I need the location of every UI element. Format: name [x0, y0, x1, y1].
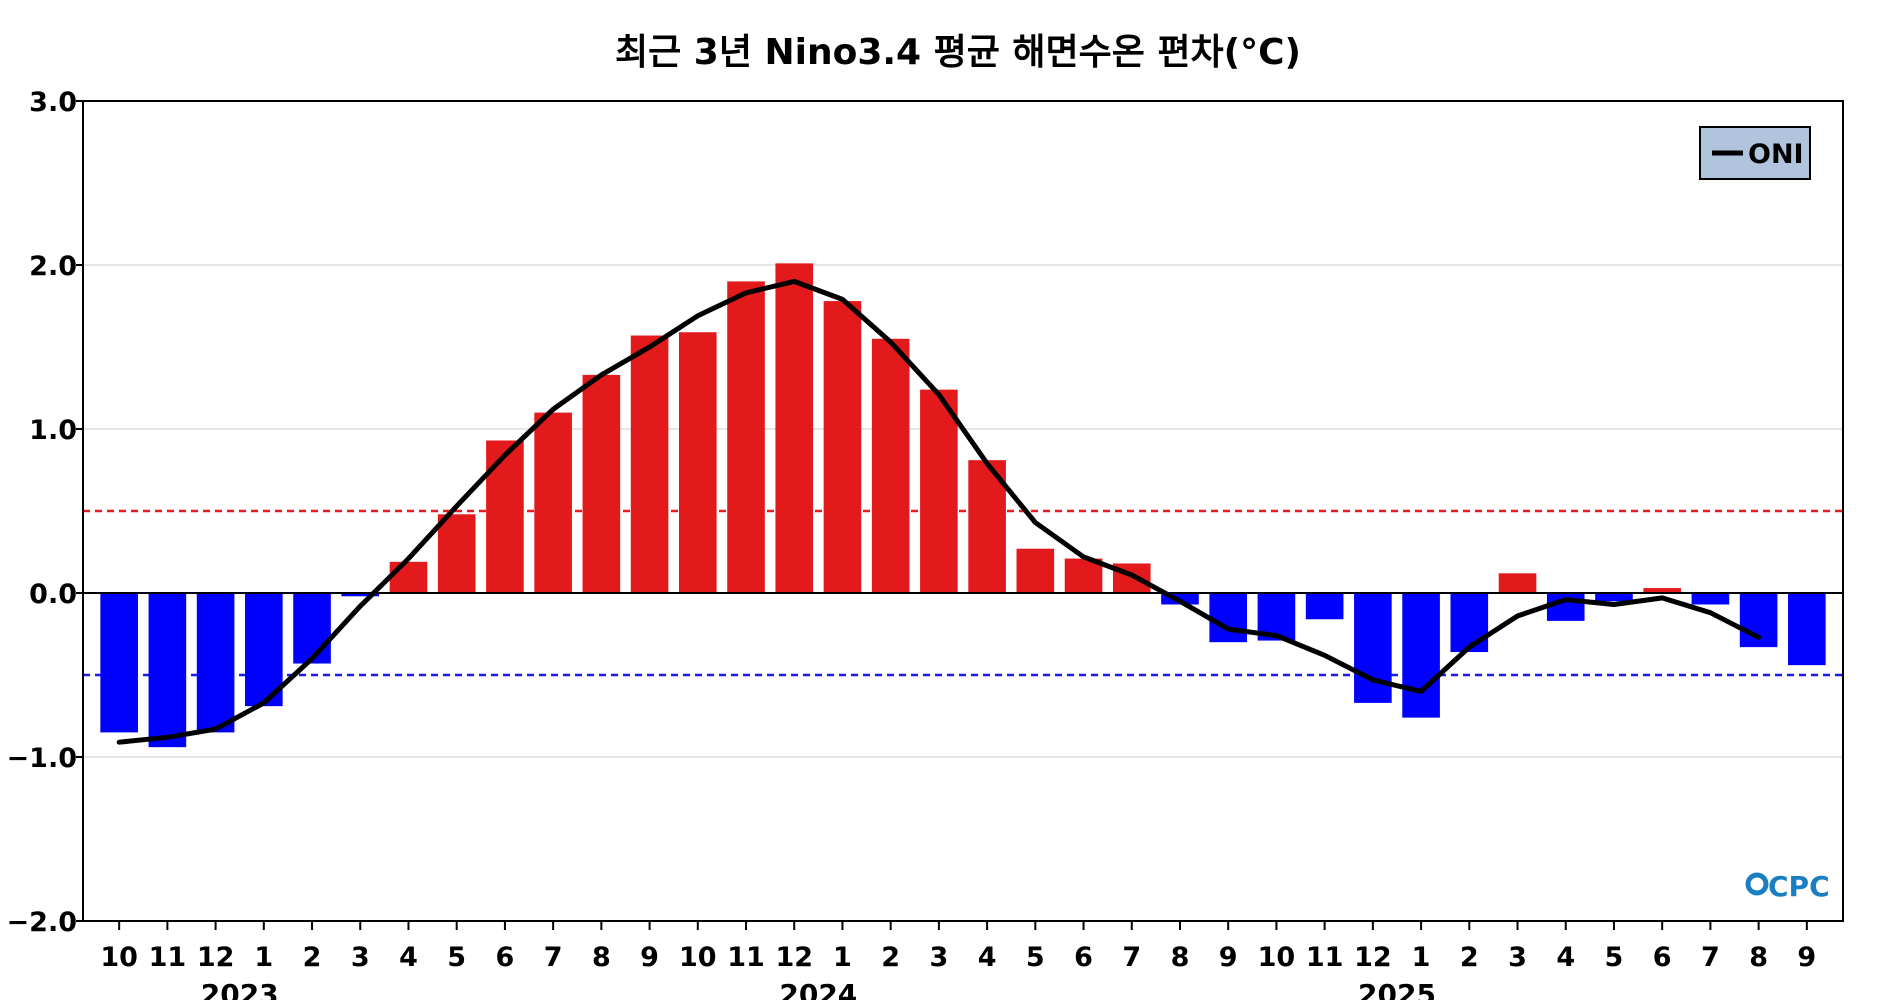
chart-title: 최근 3년 Nino3.4 평균 해면수온 편차(°C): [615, 32, 1301, 73]
year-label: 2025: [1358, 978, 1436, 1000]
anomaly-bar: [1402, 593, 1440, 718]
anomaly-bar: [775, 263, 814, 593]
cpc-logo-icon: CPC: [1745, 870, 1830, 903]
x-tick-label: 9: [640, 942, 659, 973]
anomaly-bar: [389, 561, 428, 593]
x-tick-label: 12: [197, 942, 235, 973]
legend: ONI: [1699, 126, 1811, 180]
anomaly-bar: [920, 389, 958, 593]
x-tick-label: 3: [1508, 942, 1527, 973]
anomaly-bar: [1064, 558, 1103, 593]
x-tick-label: 11: [149, 942, 187, 973]
legend-label-oni: ONI: [1748, 139, 1804, 170]
anomaly-bar: [341, 593, 380, 597]
x-tick-label: 5: [1605, 942, 1624, 973]
anomaly-bar: [1643, 588, 1681, 593]
anomaly-bar: [148, 593, 187, 748]
anomaly-bar: [1691, 593, 1730, 605]
x-tick-label: 3: [929, 942, 948, 973]
anomaly-bar: [1498, 573, 1537, 593]
oni-line: [116, 278, 1762, 745]
year-label: 2024: [779, 978, 857, 1000]
anomaly-bar: [245, 593, 283, 707]
anomaly-bar: [630, 335, 669, 593]
x-tick-label: 7: [544, 942, 563, 973]
anomaly-bar: [1450, 593, 1489, 653]
year-labels: 2023 2024 2025: [201, 978, 1436, 1000]
x-tick-label: 12: [775, 942, 813, 973]
anomaly-bars: [100, 263, 1826, 748]
threshold-lines: [83, 509, 1843, 677]
x-tick-label: 10: [100, 942, 138, 973]
x-tick-label: 6: [1074, 942, 1093, 973]
y-tick-label: 2.0: [29, 251, 77, 282]
x-axis: 10 11 12 1 2 3 4 5 6 7 8 9 10 11 12 1 2 3 4 5 6 7 8 9 10 11 12 1 2 3 4…: [100, 921, 1816, 973]
y-axis: −2.0 −1.0 0.0 1.0 2.0 3.0: [7, 87, 83, 938]
plot-frame: [82, 100, 1844, 922]
x-tick-label: 8: [592, 942, 611, 973]
x-tick-label: 8: [1171, 942, 1190, 973]
anomaly-bar: [678, 332, 717, 593]
logo-text: CPC: [1768, 870, 1830, 903]
x-tick-label: 12: [1354, 942, 1392, 973]
anomaly-bar: [437, 514, 476, 593]
y-tick-label: −2.0: [7, 907, 77, 938]
x-tick-label: 5: [447, 942, 466, 973]
x-tick-label: 4: [978, 942, 997, 973]
anomaly-bar: [1595, 593, 1633, 602]
x-tick-label: 4: [399, 942, 418, 973]
anomaly-bar: [871, 338, 910, 593]
x-tick-label: 3: [351, 942, 370, 973]
y-tick-label: 0.0: [29, 579, 77, 610]
x-tick-label: 11: [1306, 942, 1344, 973]
x-tick-label: 7: [1701, 942, 1720, 973]
x-tick-label: 7: [1122, 942, 1141, 973]
x-tick-label: 9: [1797, 942, 1816, 973]
x-tick-label: 2: [303, 942, 322, 973]
y-tick-label: 3.0: [29, 87, 77, 118]
x-tick-label: 10: [679, 942, 717, 973]
anomaly-bar: [1788, 593, 1826, 666]
x-tick-label: 4: [1556, 942, 1575, 973]
anomaly-bar: [1209, 593, 1248, 643]
x-tick-label: 2: [881, 942, 900, 973]
year-label: 2023: [201, 978, 279, 1000]
y-tick-label: −1.0: [7, 743, 77, 774]
x-tick-label: 6: [496, 942, 515, 973]
anomaly-bar: [196, 593, 235, 733]
anomaly-bar: [823, 301, 862, 593]
x-tick-label: 11: [727, 942, 765, 973]
x-tick-label: 1: [254, 942, 273, 973]
x-tick-label: 10: [1258, 942, 1296, 973]
x-tick-label: 1: [1412, 942, 1431, 973]
x-tick-label: 8: [1749, 942, 1768, 973]
anomaly-bar: [582, 374, 621, 593]
anomaly-bar: [486, 440, 524, 593]
anomaly-bar: [534, 412, 572, 593]
anomaly-bar: [1354, 593, 1392, 703]
x-tick-label: 2: [1460, 942, 1479, 973]
anomaly-bar: [727, 281, 765, 593]
anomaly-bar: [1305, 593, 1344, 620]
anomaly-bar: [1016, 548, 1055, 593]
x-tick-label: 9: [1219, 942, 1238, 973]
y-tick-label: 1.0: [29, 415, 77, 446]
x-tick-label: 5: [1026, 942, 1045, 973]
x-tick-label: 1: [833, 942, 852, 973]
anomaly-bar: [100, 593, 138, 733]
anomaly-bar: [293, 593, 331, 664]
x-tick-label: 6: [1653, 942, 1672, 973]
